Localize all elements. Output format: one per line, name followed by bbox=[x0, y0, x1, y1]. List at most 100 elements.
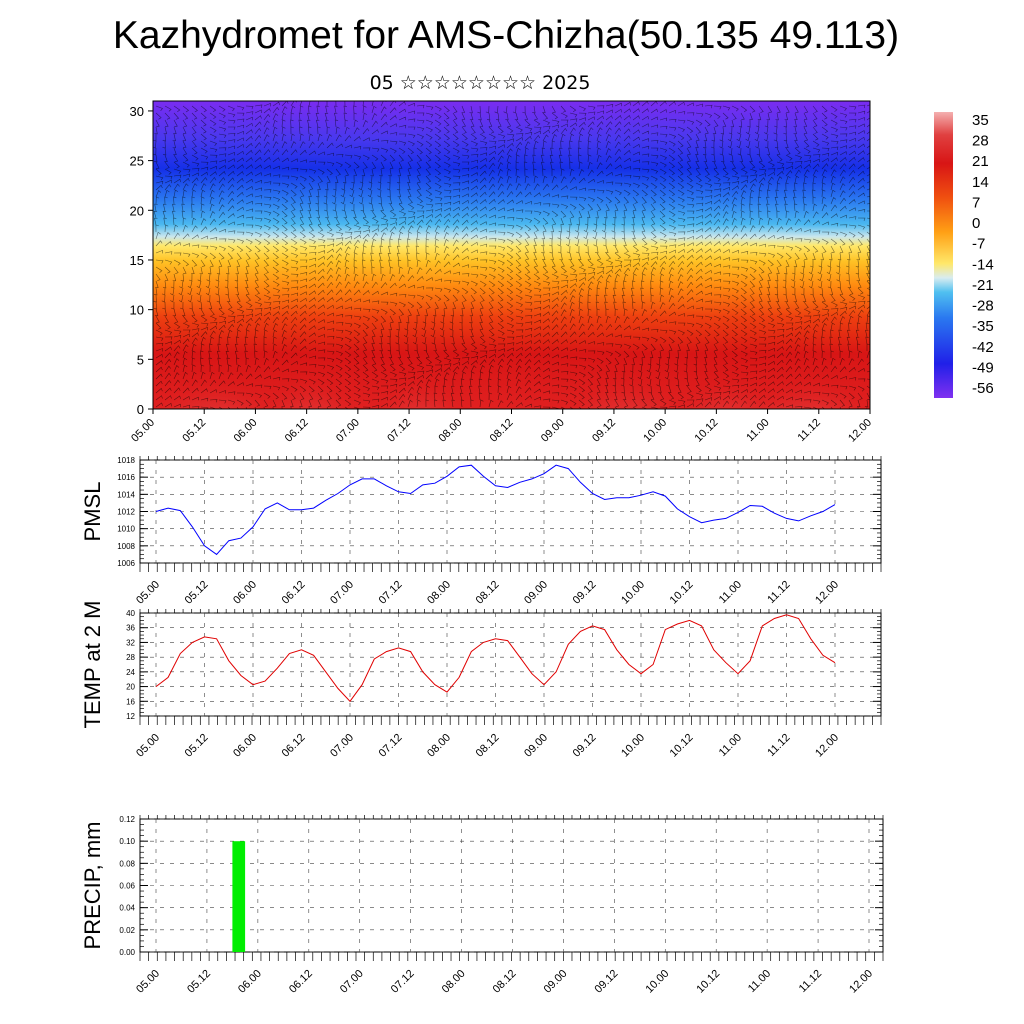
x-tick-label: 07.12 bbox=[377, 579, 405, 607]
x-tick-label: 10.12 bbox=[668, 732, 696, 760]
colorbar-strip bbox=[934, 112, 953, 398]
x-tick-label: 05.00 bbox=[134, 968, 162, 996]
x-tick-label: 08.12 bbox=[474, 579, 502, 607]
colorbar-label: 35 bbox=[972, 112, 989, 129]
y-tick-label: 0.06 bbox=[119, 882, 135, 891]
y-tick-label: 16 bbox=[126, 697, 135, 706]
x-tick-label: 10.00 bbox=[643, 968, 671, 996]
x-tick-label: 05.00 bbox=[134, 732, 162, 760]
temp-2m-chart: 40 36 32 28 24 20 16 12 05.00 05.12 06.00 06.12 07.0… bbox=[80, 601, 882, 760]
x-tick-label: 11.00 bbox=[744, 417, 771, 444]
x-tick-label: 06.00 bbox=[232, 417, 260, 445]
y-tick-label: 1012 bbox=[117, 508, 135, 517]
x-tick-label: 07.00 bbox=[334, 417, 362, 445]
x-tick-label: 11.12 bbox=[796, 417, 823, 444]
chart-title: Kazhydromet for AMS-Chizha(50.135 49.113… bbox=[112, 14, 900, 57]
altitude-temperature-chart: 0 5 10 15 20 25 30 05.00 05.12 06.00 06.12 07.00 07.… bbox=[129, 100, 874, 445]
colorbar-label: -21 bbox=[972, 277, 994, 294]
x-tick-label: 10.00 bbox=[641, 417, 669, 445]
y-tick-label: 15 bbox=[130, 253, 144, 268]
y-tick-label: 1008 bbox=[117, 542, 135, 551]
colorbar-label: 21 bbox=[972, 153, 989, 170]
y-tick-label: 0.04 bbox=[119, 904, 135, 913]
y-tick-label: 0.08 bbox=[119, 859, 135, 868]
x-tick-label: 05.12 bbox=[183, 579, 211, 607]
series-line bbox=[155, 464, 836, 556]
x-tick-label: 10.12 bbox=[693, 417, 721, 445]
x-tick-label: 06.12 bbox=[283, 417, 311, 445]
colorbar-label: -35 bbox=[972, 318, 994, 335]
x-tick-label: 09.00 bbox=[539, 417, 567, 445]
y-tick-label: 1016 bbox=[117, 473, 135, 482]
y-tick-label: 12 bbox=[126, 712, 135, 721]
y-tick-label: 1010 bbox=[117, 525, 135, 534]
colorbar-label: 7 bbox=[972, 194, 980, 211]
x-tick-label: 08.00 bbox=[425, 579, 453, 607]
x-tick-label: 12.00 bbox=[813, 579, 841, 607]
x-tick-label: 10.00 bbox=[619, 732, 647, 760]
x-tick-label: 11.00 bbox=[717, 579, 744, 606]
x-tick-label: 08.00 bbox=[436, 417, 464, 445]
x-tick-label: 07.00 bbox=[328, 579, 356, 607]
x-tick-label: 12.00 bbox=[846, 417, 874, 445]
y-tick-label: 0.10 bbox=[119, 837, 135, 846]
x-tick-label: 11.12 bbox=[765, 732, 792, 759]
x-tick-label: 07.12 bbox=[377, 732, 405, 760]
colorbar-label: 28 bbox=[972, 133, 989, 150]
x-tick-label: 08.00 bbox=[440, 968, 468, 996]
y-tick-label: 0 bbox=[137, 402, 144, 417]
chart-subtitle: 05 ☆☆☆☆☆☆☆☆ 2025 bbox=[369, 72, 591, 94]
x-tick-label: 11.12 bbox=[797, 968, 824, 995]
wind-barbs bbox=[153, 101, 870, 409]
y-tick-label: 1018 bbox=[117, 456, 135, 465]
colorbar-label: -56 bbox=[972, 380, 994, 397]
precip-chart: 0.12 0.10 0.08 0.06 0.04 0.02 0.00 05.00 05.12 06… bbox=[80, 815, 884, 996]
x-tick-label: 11.00 bbox=[746, 968, 773, 995]
x-tick-label: 07.12 bbox=[385, 417, 413, 445]
x-tick-label: 09.00 bbox=[522, 579, 550, 607]
y-tick-label: 28 bbox=[126, 653, 135, 662]
x-tick-label: 11.00 bbox=[717, 732, 744, 759]
x-tick-label: 09.12 bbox=[571, 732, 599, 760]
x-tick-label: 07.12 bbox=[389, 968, 417, 996]
x-tick-label: 06.12 bbox=[287, 968, 315, 996]
x-tick-label: 09.12 bbox=[590, 417, 618, 445]
x-tick-label: 06.00 bbox=[231, 579, 259, 607]
y-axis-label: PRECIP, mm bbox=[80, 822, 105, 950]
x-tick-label: 08.12 bbox=[491, 968, 519, 996]
y-axis-label: PMSL bbox=[80, 482, 105, 542]
pmsl-chart: 1018 1016 1014 1012 1010 1008 1006 05.00 05.12 06… bbox=[80, 456, 882, 607]
x-tick-label: 12.00 bbox=[847, 968, 875, 996]
x-tick-label: 09.00 bbox=[542, 968, 570, 996]
colorbar-label: 14 bbox=[972, 174, 989, 191]
x-tick-label: 10.12 bbox=[694, 968, 722, 996]
x-tick-label: 08.12 bbox=[474, 732, 502, 760]
y-tick-label: 0.02 bbox=[119, 926, 135, 935]
y-tick-label: 30 bbox=[130, 104, 144, 119]
y-tick-label: 20 bbox=[126, 683, 135, 692]
x-tick-label: 06.12 bbox=[280, 732, 308, 760]
x-tick-label: 09.12 bbox=[593, 968, 621, 996]
x-tick-label: 05.12 bbox=[185, 968, 213, 996]
x-tick-label: 09.00 bbox=[522, 732, 550, 760]
colorbar-label: -42 bbox=[972, 339, 994, 356]
y-tick-label: 32 bbox=[126, 638, 135, 647]
y-tick-label: 24 bbox=[126, 668, 135, 677]
colorbar-label: -14 bbox=[972, 256, 994, 273]
y-tick-label: 0.12 bbox=[119, 815, 135, 824]
y-tick-label: 20 bbox=[130, 203, 144, 218]
y-axis-label: TEMP at 2 M bbox=[80, 601, 105, 729]
y-tick-label: 5 bbox=[137, 352, 144, 367]
y-tick-label: 40 bbox=[126, 609, 135, 618]
x-tick-label: 07.00 bbox=[338, 968, 366, 996]
x-tick-label: 09.12 bbox=[571, 579, 599, 607]
colorbar-label: -28 bbox=[972, 298, 994, 315]
y-tick-label: 25 bbox=[130, 154, 144, 169]
colorbar-label: -7 bbox=[972, 236, 985, 253]
x-tick-label: 10.12 bbox=[668, 579, 696, 607]
colorbar: 35 28 21 14 7 0 -7 -14 -21 -28 -35 -42 -49 -56 bbox=[934, 112, 994, 398]
x-tick-label: 08.12 bbox=[488, 417, 516, 445]
panel-frame bbox=[139, 612, 882, 717]
x-tick-label: 08.00 bbox=[425, 732, 453, 760]
